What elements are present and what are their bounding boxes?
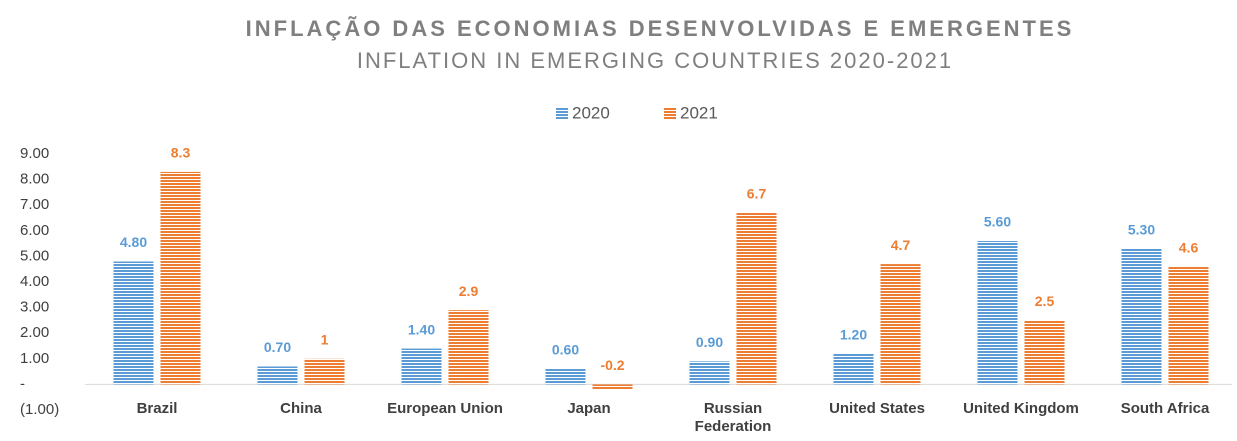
bar bbox=[833, 353, 874, 385]
data-label: 2.9 bbox=[459, 283, 479, 299]
data-label: 0.90 bbox=[696, 334, 723, 350]
bar bbox=[1121, 248, 1162, 385]
x-tick-label: Japan bbox=[567, 400, 611, 417]
legend-swatch bbox=[664, 107, 676, 119]
data-label: 4.7 bbox=[891, 237, 911, 253]
x-tick-label: China bbox=[280, 400, 322, 417]
data-label: 4.6 bbox=[1179, 239, 1199, 255]
y-tick-label: 5.00 bbox=[20, 247, 49, 264]
bar bbox=[160, 171, 201, 385]
bar bbox=[1024, 320, 1065, 385]
x-tick-label: United Kingdom bbox=[963, 400, 1079, 417]
data-label: 1 bbox=[321, 332, 329, 348]
y-tick-label: 6.00 bbox=[20, 222, 49, 239]
data-label: 1.20 bbox=[840, 326, 867, 342]
chart-subtitle: INFLATION IN EMERGING COUNTRIES 2020-202… bbox=[357, 48, 953, 73]
data-label: -0.2 bbox=[600, 357, 624, 373]
legend-label: 2021 bbox=[680, 103, 718, 122]
legend-swatch bbox=[556, 107, 568, 119]
y-tick-label: (1.00) bbox=[20, 401, 59, 418]
bar bbox=[592, 384, 633, 390]
data-label: 4.80 bbox=[120, 234, 147, 250]
y-tick-label: 7.00 bbox=[20, 196, 49, 213]
bar bbox=[689, 361, 730, 385]
bar bbox=[545, 369, 586, 385]
x-tick-label: Russian Federation bbox=[694, 400, 772, 435]
data-label: 0.70 bbox=[264, 339, 291, 355]
y-tick-label: 1.00 bbox=[20, 350, 49, 367]
y-tick-label: 3.00 bbox=[20, 299, 49, 316]
bar bbox=[1168, 266, 1209, 385]
legend-label: 2020 bbox=[572, 103, 610, 122]
data-label: 8.3 bbox=[171, 145, 191, 161]
data-label: 0.60 bbox=[552, 342, 579, 358]
y-tick-label: 4.00 bbox=[20, 273, 49, 290]
bar bbox=[401, 348, 442, 385]
x-tick-label: United States bbox=[829, 400, 925, 417]
bar bbox=[448, 310, 489, 385]
data-label: 2.5 bbox=[1035, 293, 1055, 309]
x-tick-label: Brazil bbox=[136, 400, 178, 417]
data-label: 6.7 bbox=[747, 186, 767, 202]
data-label: 5.30 bbox=[1128, 221, 1155, 237]
y-tick-label: 9.00 bbox=[20, 145, 49, 162]
x-tick-label: European Union bbox=[387, 400, 503, 417]
y-tick-label: - bbox=[20, 375, 25, 392]
data-label: 1.40 bbox=[408, 321, 435, 337]
data-label: 5.60 bbox=[984, 214, 1011, 230]
y-tick-label: 8.00 bbox=[20, 171, 49, 188]
bar bbox=[113, 261, 154, 385]
bar bbox=[304, 358, 345, 385]
x-tick-label: South Africa bbox=[1120, 400, 1210, 417]
chart-title: INFLAÇÃO DAS ECONOMIAS DESENVOLVIDAS E E… bbox=[246, 16, 1075, 41]
bar bbox=[257, 366, 298, 385]
bar bbox=[736, 212, 777, 385]
y-tick-label: 2.00 bbox=[20, 324, 49, 341]
bar bbox=[880, 264, 921, 385]
bar bbox=[977, 241, 1018, 385]
